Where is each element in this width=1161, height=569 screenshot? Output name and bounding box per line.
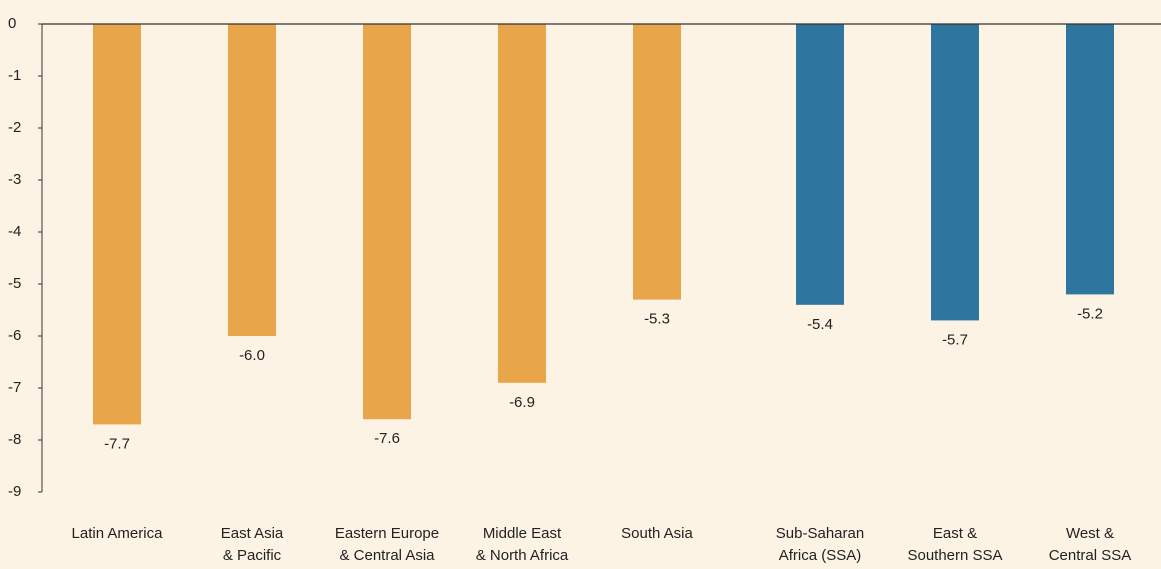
y-tick-label: -5	[8, 275, 21, 292]
y-tick-label: -1	[8, 67, 21, 84]
y-tick-label: -9	[8, 483, 21, 500]
value-label: -5.2	[1077, 305, 1103, 322]
y-tick-label: -6	[8, 327, 21, 344]
bar	[498, 24, 546, 383]
bar	[633, 24, 681, 300]
y-tick-label: 0	[8, 15, 16, 32]
x-tick-label: Sub-Saharan Africa (SSA)	[776, 525, 864, 564]
y-tick-label: -3	[8, 171, 21, 188]
value-label: -5.7	[942, 331, 968, 348]
bar	[228, 24, 276, 336]
bar	[796, 24, 844, 305]
x-tick-label: Middle East & North Africa	[476, 525, 569, 564]
y-tick-label: -7	[8, 379, 21, 396]
bar	[93, 24, 141, 425]
y-tick-label: -4	[8, 223, 21, 240]
x-tick-label: East & Southern SSA	[907, 525, 1002, 564]
value-label: -6.9	[509, 394, 535, 411]
bar	[1066, 24, 1114, 295]
x-tick-label: South Asia	[621, 525, 693, 542]
bar	[363, 24, 411, 420]
value-label: -5.4	[807, 316, 833, 333]
x-tick-label: West & Central SSA	[1049, 525, 1132, 564]
value-label: -7.6	[374, 430, 400, 447]
value-label: -7.7	[104, 435, 130, 452]
y-tick-label: -8	[8, 431, 21, 448]
bar	[931, 24, 979, 321]
value-label: -6.0	[239, 347, 265, 364]
x-tick-label: Eastern Europe & Central Asia	[335, 525, 439, 564]
x-tick-label: Latin America	[72, 525, 164, 542]
x-tick-label: East Asia & Pacific	[221, 525, 284, 564]
value-label: -5.3	[644, 311, 670, 328]
y-tick-label: -2	[8, 119, 21, 136]
